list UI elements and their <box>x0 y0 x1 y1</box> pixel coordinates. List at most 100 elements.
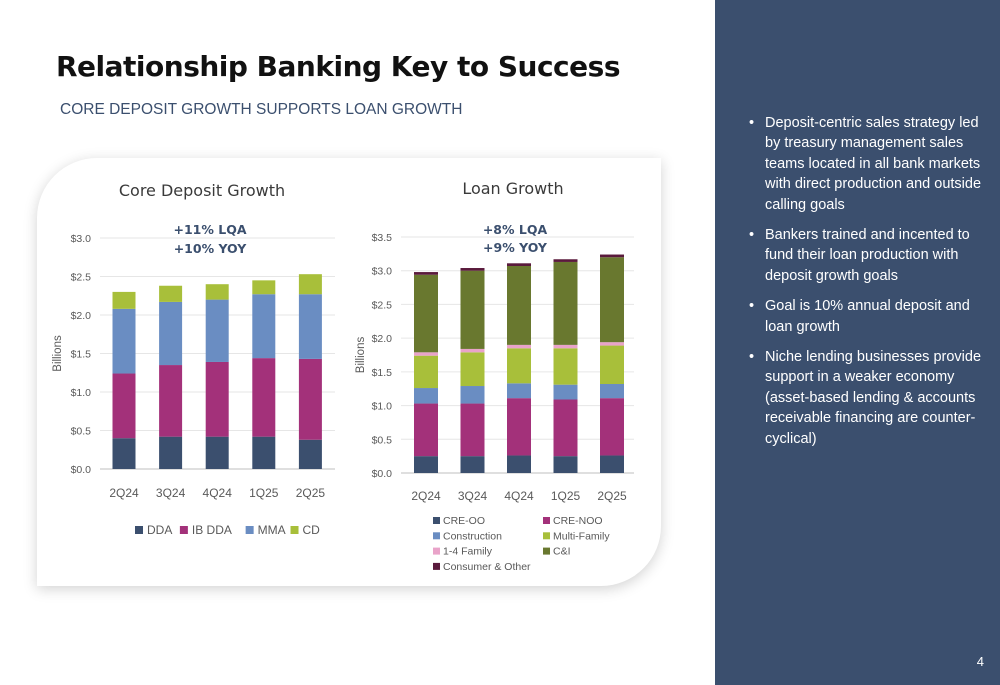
y-axis-label: Billions <box>52 335 64 372</box>
charts-card: Core Deposit Growth $0.0 $0.5 $1.0 $1.5 $2.0 $… <box>37 158 661 586</box>
bar-segment <box>507 348 531 384</box>
bar-segment <box>414 403 438 457</box>
y-tick-label: $0.5 <box>71 426 92 438</box>
bar-segment <box>507 398 531 456</box>
bar-segment <box>298 358 322 440</box>
chart-title: Loan Growth <box>462 179 563 198</box>
bar-segment <box>553 344 578 349</box>
bar-segment <box>252 358 276 437</box>
legend-swatch <box>135 526 143 534</box>
legend-swatch <box>433 562 440 570</box>
bar-segment <box>112 373 136 439</box>
sidebar-panel: Deposit-centric sales strategy led by tr… <box>715 0 1000 685</box>
y-axis-label: Billions <box>355 337 367 374</box>
bar-segment <box>414 352 438 356</box>
bar-segment <box>507 383 531 399</box>
legend-label: IB DDA <box>192 523 232 537</box>
bar-segment <box>553 456 578 473</box>
bar-segment <box>414 388 438 404</box>
legend-swatch <box>433 517 440 524</box>
legend-swatch <box>433 532 440 540</box>
legend-label: CRE-NOO <box>553 515 603 527</box>
slide-title: Relationship Banking Key to Success <box>56 50 620 83</box>
x-tick-label: 2Q25 <box>597 489 627 503</box>
sidebar-bullet: Niche lending businesses provide support… <box>745 347 985 449</box>
growth-annotation: +11% LQA <box>173 222 246 237</box>
legend-label: C&I <box>553 546 571 558</box>
x-tick-label: 4Q24 <box>203 486 233 500</box>
slide-subtitle: CORE DEPOSIT GROWTH SUPPORTS LOAN GROWTH <box>60 101 463 118</box>
bar-segment <box>112 308 136 374</box>
bar-segment <box>553 348 578 385</box>
y-tick-label: $2.5 <box>71 272 92 284</box>
x-tick-label: 1Q25 <box>249 486 279 500</box>
y-tick-label: $3.0 <box>372 266 393 278</box>
x-tick-label: 3Q24 <box>458 489 488 503</box>
bar-segment <box>507 344 531 349</box>
bar-segment <box>460 456 485 473</box>
y-tick-label: $0.0 <box>71 464 92 476</box>
legend-swatch <box>543 517 550 524</box>
charts-canvas: Core Deposit Growth $0.0 $0.5 $1.0 $1.5 $2.0 $… <box>52 179 634 573</box>
y-tick-label: $2.0 <box>372 333 393 345</box>
legend-label: CRE-OO <box>443 515 485 527</box>
bar-segment <box>159 285 183 302</box>
y-tick-label: $1.5 <box>71 349 92 361</box>
legend-label: 1-4 Family <box>443 546 493 558</box>
bar-segment <box>553 384 578 400</box>
bar-segment <box>460 348 485 353</box>
sidebar-bullet: Bankers trained and incented to fund the… <box>745 225 985 286</box>
bar-segment <box>159 301 183 366</box>
bar-segment <box>460 352 485 387</box>
bar-segment <box>460 386 485 404</box>
bar-segment <box>600 257 624 343</box>
bar-segment <box>600 398 624 456</box>
growth-annotation: +9% YOY <box>483 240 548 255</box>
y-tick-label: $3.5 <box>372 232 393 244</box>
sidebar-bullet: Goal is 10% annual deposit and loan grow… <box>745 296 985 337</box>
bar-segment <box>600 345 624 384</box>
legend-swatch <box>290 526 299 534</box>
sidebar-bullet: Deposit-centric sales strategy led by tr… <box>745 113 985 215</box>
y-tick-label: $3.0 <box>71 233 92 245</box>
chart-title: Core Deposit Growth <box>119 181 285 200</box>
bar-segment <box>553 261 578 345</box>
bar-segment <box>252 294 276 359</box>
bar-segment <box>205 284 229 300</box>
bar-segment <box>600 455 624 473</box>
bar-segment <box>112 291 136 309</box>
x-tick-label: 2Q25 <box>296 486 326 500</box>
bar-segment <box>460 270 485 349</box>
y-tick-label: $2.5 <box>372 299 393 311</box>
x-tick-label: 4Q24 <box>504 489 534 503</box>
legend-swatch <box>543 547 550 555</box>
bar-segment <box>205 299 229 362</box>
legend-label: MMA <box>258 523 286 537</box>
growth-annotation: +10% YOY <box>174 241 248 256</box>
bar-segment <box>600 383 624 399</box>
bar-segment <box>112 438 136 469</box>
bar-segment <box>460 268 485 271</box>
bar-segment <box>205 436 229 469</box>
legend-label: DDA <box>147 523 172 537</box>
y-tick-label: $1.5 <box>372 367 393 379</box>
bar-segment <box>553 259 578 262</box>
legend-swatch <box>179 526 188 534</box>
bar-segment <box>159 365 183 437</box>
bar-segment <box>460 403 485 457</box>
bar-segment <box>414 274 438 353</box>
x-tick-label: 3Q24 <box>156 486 186 500</box>
sidebar-bullet-list: Deposit-centric sales strategy led by tr… <box>745 113 985 459</box>
legend-label: CD <box>303 523 321 537</box>
x-tick-label: 1Q25 <box>551 489 581 503</box>
y-tick-label: $0.5 <box>372 434 393 446</box>
bar-segment <box>507 265 531 345</box>
bar-segment <box>298 439 322 469</box>
y-tick-label: $1.0 <box>372 401 393 413</box>
x-tick-label: 2Q24 <box>109 486 139 500</box>
legend-label: Consumer & Other <box>443 561 531 573</box>
x-tick-label: 2Q24 <box>411 489 441 503</box>
bar-segment <box>553 399 578 457</box>
legend-swatch <box>245 526 254 534</box>
bar-segment <box>252 436 276 469</box>
